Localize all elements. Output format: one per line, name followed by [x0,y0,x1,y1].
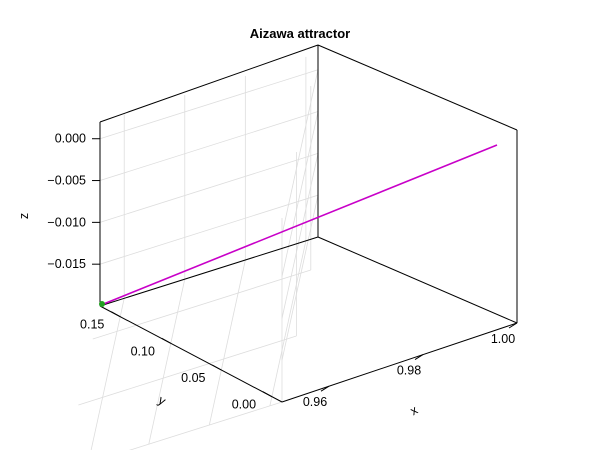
frame-edge [99,236,319,307]
grid-line-z [99,111,319,181]
grid-line-y [90,298,125,450]
z-tick-label: 0.000 [55,132,86,146]
grid-line-x [78,335,297,406]
y-axis-label: y [156,393,169,409]
y-tick [110,311,121,318]
axes-frame [99,44,518,403]
y-tick [262,391,273,398]
trajectory-line [100,144,498,306]
grid-line-z [99,152,319,223]
y-tick-label: 0.05 [181,371,205,385]
start-point-marker [99,301,105,307]
grid-line-z [281,111,319,277]
frame-edge [99,305,283,403]
grid-line-z [99,194,319,265]
grid-line-z [281,69,319,235]
y-tick [212,364,222,371]
grid-line-z [281,195,319,361]
frame-edge [317,44,518,131]
series [99,144,498,307]
grid-line-y [269,240,307,406]
frame-edge [281,322,518,403]
x-tick [320,385,330,392]
x-tick [508,322,518,329]
y-tick-label: 0.15 [80,318,104,332]
z-tick-label: −0.005 [47,174,86,188]
x-tick-label: 1.00 [491,332,515,346]
frame-edge [317,236,518,324]
grid-line-z [99,69,319,140]
grid-line-x [129,401,283,450]
grid-line-x [92,269,311,340]
x-axis-label: x [408,403,421,419]
grid-line-z [281,153,319,319]
grid-line-y [208,259,246,426]
z-tick-label: −0.015 [47,257,86,271]
chart-title: Aizawa attractor [250,26,350,41]
x-tick-label: 0.96 [303,395,327,409]
z-axis-label: z [17,213,31,219]
x-tick-label: 0.98 [397,364,421,378]
y-tick [161,337,172,344]
grid [78,56,319,450]
x-tick [414,354,424,361]
y-tick-label: 0.00 [232,398,256,412]
frame-edge [99,44,319,123]
y-tick-label: 0.10 [131,344,155,358]
axis-ticks: 0.96 0.98 1.00 0.00 0.05 0.10 0.15 0.000 −0.005 −… [47,132,518,412]
z-tick-label: −0.010 [47,215,86,229]
grid-line-y [148,279,186,445]
